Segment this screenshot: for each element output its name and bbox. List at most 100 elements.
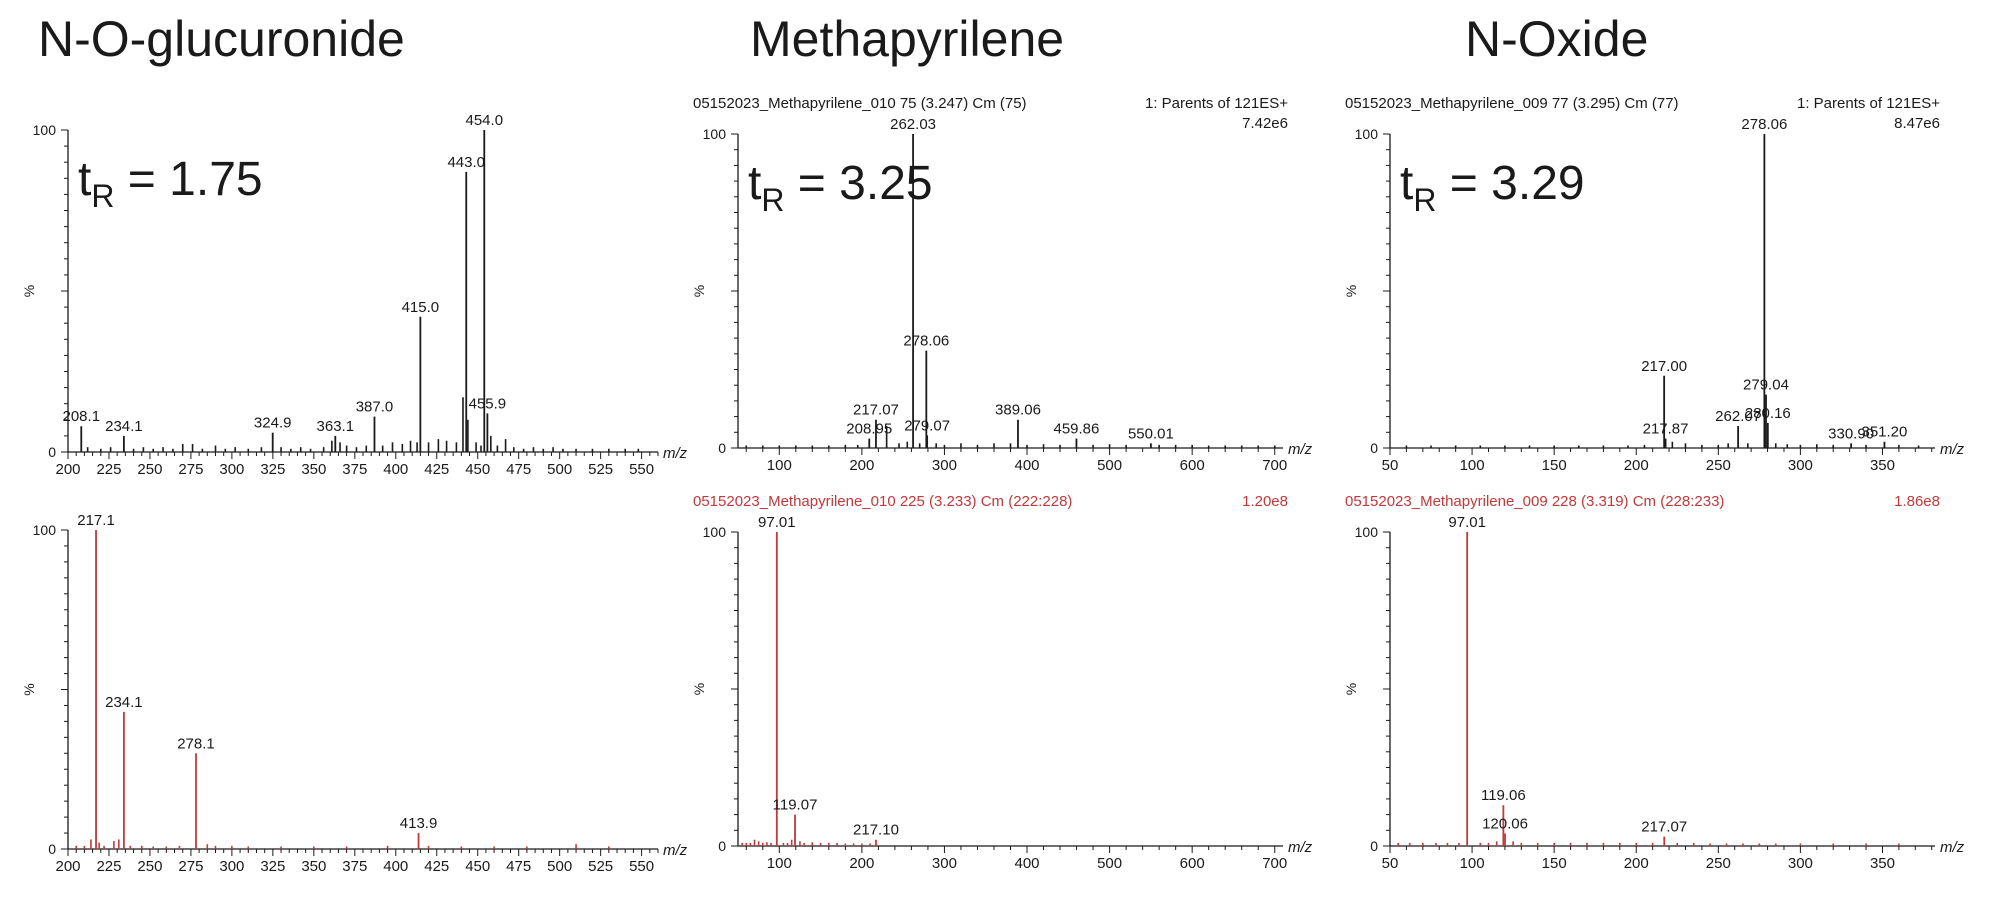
x-tick-label: 475 <box>506 858 531 875</box>
x-tick-label: 375 <box>342 858 367 875</box>
x-tick-label: 525 <box>588 461 613 478</box>
x-tick-label: 325 <box>260 461 285 478</box>
x-tick-label: 250 <box>1706 855 1731 872</box>
y-axis-label: % <box>21 683 37 695</box>
peak-label-443.0: 443.0 <box>447 154 485 171</box>
peak-label-208.1: 208.1 <box>63 408 101 425</box>
peak-label-454.0: 454.0 <box>466 112 504 129</box>
x-tick-label: 200 <box>55 858 80 875</box>
peak-label-217.07: 217.07 <box>1641 819 1687 836</box>
x-tick-label: 425 <box>424 858 449 875</box>
x-tick-label: 275 <box>178 461 203 478</box>
y-axis-label: % <box>1343 683 1359 695</box>
peak-label-278.06: 278.06 <box>903 333 949 350</box>
peak-label-217.00: 217.00 <box>1641 358 1687 375</box>
peak-label-459.86: 459.86 <box>1053 421 1099 438</box>
peak-label-363.1: 363.1 <box>317 418 355 435</box>
x-axis-label: m/z <box>1288 839 1313 856</box>
x-tick-label: 350 <box>1870 855 1895 872</box>
x-tick-label: 200 <box>1624 457 1649 474</box>
x-tick-label: 600 <box>1180 457 1205 474</box>
peak-label-217.10: 217.10 <box>853 822 899 839</box>
x-axis-label: m/z <box>663 842 688 859</box>
panel-title-n-oxide: N-Oxide <box>1465 11 1649 67</box>
x-tick-label: 500 <box>1097 855 1122 872</box>
x-tick-label: 600 <box>1180 855 1205 872</box>
peak-label-208.95: 208.95 <box>846 421 892 438</box>
x-tick-label: 525 <box>588 858 613 875</box>
x-tick-label: 700 <box>1262 855 1287 872</box>
x-tick-label: 300 <box>1788 457 1813 474</box>
spectrum-intensity-scale: 8.47e6 <box>1894 115 1940 132</box>
spectrum-function: 1: Parents of 121ES+ <box>1797 95 1940 112</box>
y-tick-label-0: 0 <box>1370 440 1378 456</box>
y-axis-label: % <box>691 285 707 297</box>
x-tick-label: 325 <box>260 858 285 875</box>
peak-label-351.20: 351.20 <box>1861 424 1907 441</box>
x-tick-label: 500 <box>547 461 572 478</box>
peak-label-278.06: 278.06 <box>1741 116 1787 133</box>
spectrum-header: 05152023_Methapyrilene_009 228 (3.319) C… <box>1345 493 1724 510</box>
spectrum-intensity-scale: 7.42e6 <box>1242 115 1288 132</box>
x-tick-label: 400 <box>383 858 408 875</box>
x-tick-label: 250 <box>137 461 162 478</box>
x-tick-label: 50 <box>1382 855 1399 872</box>
peak-label-234.1: 234.1 <box>105 694 143 711</box>
x-tick-label: 400 <box>383 461 408 478</box>
x-tick-label: 150 <box>1542 457 1567 474</box>
y-tick-label-100: 100 <box>33 522 57 538</box>
peak-label-234.1: 234.1 <box>105 418 143 435</box>
peak-label-262.07: 262.07 <box>1715 408 1761 425</box>
peak-label-119.07: 119.07 <box>773 797 818 814</box>
y-tick-label-0: 0 <box>718 838 726 854</box>
x-tick-label: 250 <box>1706 457 1731 474</box>
x-tick-label: 400 <box>1014 855 1039 872</box>
x-axis-label: m/z <box>1940 839 1965 856</box>
y-axis-label: % <box>691 683 707 695</box>
spectrum-header: 05152023_Methapyrilene_010 225 (3.233) C… <box>693 493 1072 510</box>
peak-label-413.9: 413.9 <box>400 815 438 832</box>
spectrum-intensity-scale: 1.20e8 <box>1242 493 1288 510</box>
x-tick-label: 300 <box>932 855 957 872</box>
x-tick-label: 500 <box>547 858 572 875</box>
x-tick-label: 200 <box>849 457 874 474</box>
panel-title-methapyrilene: Methapyrilene <box>750 11 1065 67</box>
x-tick-label: 100 <box>767 855 792 872</box>
x-tick-label: 300 <box>932 457 957 474</box>
x-tick-label: 100 <box>1460 855 1485 872</box>
y-axis-label: % <box>21 285 37 297</box>
peak-label-279.07: 279.07 <box>904 417 950 434</box>
peak-label-389.06: 389.06 <box>995 402 1041 419</box>
x-tick-label: 300 <box>219 461 244 478</box>
x-tick-label: 400 <box>1014 457 1039 474</box>
peak-label-415.0: 415.0 <box>402 299 440 316</box>
y-tick-label-0: 0 <box>1370 838 1378 854</box>
y-tick-label-0: 0 <box>48 841 56 857</box>
spectrum-header: 05152023_Methapyrilene_010 75 (3.247) Cm… <box>693 95 1027 112</box>
retention-time-label: tR = 3.29 <box>1400 157 1585 218</box>
x-tick-label: 550 <box>629 858 654 875</box>
y-tick-label-100: 100 <box>1355 524 1379 540</box>
peak-label-324.9: 324.9 <box>254 415 292 432</box>
peak-label-280.16: 280.16 <box>1745 405 1791 422</box>
peak-label-97.01: 97.01 <box>758 514 796 531</box>
x-axis-label: m/z <box>1940 441 1965 458</box>
retention-time-label: tR = 1.75 <box>78 153 263 214</box>
y-tick-label-100: 100 <box>703 126 727 142</box>
peak-label-120.06: 120.06 <box>1482 815 1528 832</box>
x-tick-label: 425 <box>424 461 449 478</box>
spectrum-header: 05152023_Methapyrilene_009 77 (3.295) Cm… <box>1345 95 1679 112</box>
x-tick-label: 100 <box>767 457 792 474</box>
x-axis-label: m/z <box>1288 441 1313 458</box>
x-tick-label: 300 <box>1788 855 1813 872</box>
x-tick-label: 200 <box>55 461 80 478</box>
peak-label-278.1: 278.1 <box>177 735 215 752</box>
peak-label-217.07: 217.07 <box>853 402 899 419</box>
y-axis-label: % <box>1343 285 1359 297</box>
y-tick-label-100: 100 <box>703 524 727 540</box>
x-tick-label: 225 <box>96 858 121 875</box>
peak-label-119.06: 119.06 <box>1481 787 1526 804</box>
spectrum-function: 1: Parents of 121ES+ <box>1145 95 1288 112</box>
x-tick-label: 275 <box>178 858 203 875</box>
x-tick-label: 350 <box>301 858 326 875</box>
